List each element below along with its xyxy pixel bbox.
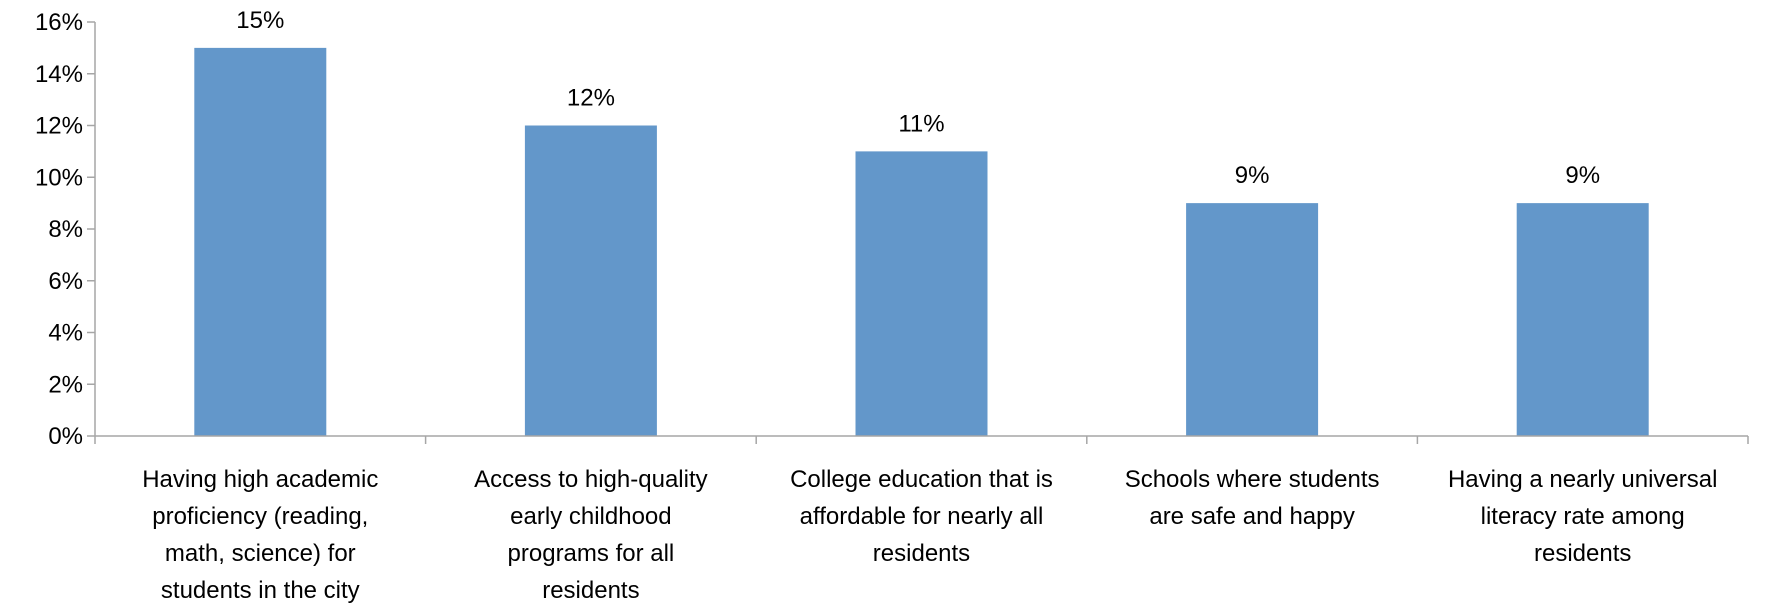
bar xyxy=(524,125,657,436)
y-tick-label: 4% xyxy=(48,320,83,347)
y-tick-label: 6% xyxy=(48,268,83,295)
x-category-label-line: Having a nearly universal xyxy=(1448,466,1717,493)
x-category-label-line: Having high academic xyxy=(142,466,378,493)
x-category-label-line: programs for all xyxy=(508,540,675,567)
x-category-label: Having a nearly universal literacy rate a… xyxy=(1448,466,1717,567)
data-label: 12% xyxy=(567,85,615,112)
bars: 15% 12% 11% 9% 9% xyxy=(194,7,1649,436)
y-tick-label: 8% xyxy=(48,216,83,243)
bar xyxy=(1516,203,1649,436)
x-category-label-line: College education that is xyxy=(790,466,1053,493)
y-tick-label: 0% xyxy=(48,423,83,450)
x-category-label: Access to high-quality early childhood pro… xyxy=(474,466,707,604)
x-category-label-line: early childhood xyxy=(510,503,671,530)
bar xyxy=(855,151,988,436)
x-category-label-line: proficiency (reading, xyxy=(152,503,368,530)
x-category-label-line: Access to high-quality xyxy=(474,466,707,493)
x-category-label-line: students in the city xyxy=(161,577,360,604)
y-tick-label: 16% xyxy=(35,9,83,36)
data-label: 15% xyxy=(236,7,284,34)
data-label: 9% xyxy=(1235,162,1270,189)
y-tick-label: 2% xyxy=(48,371,83,398)
x-category-label: College education that is affordable for … xyxy=(790,466,1053,567)
x-category-label-line: literacy rate among xyxy=(1481,503,1685,530)
x-category-label-line: Schools where students xyxy=(1125,466,1380,493)
x-category-label: Schools where students are safe and happy xyxy=(1125,466,1380,530)
y-tick-label: 14% xyxy=(35,61,83,88)
x-axis: Having high academic proficiency (reading… xyxy=(94,435,1749,604)
y-tick-label: 12% xyxy=(35,113,83,140)
x-category-label-line: affordable for nearly all xyxy=(800,503,1044,530)
bar xyxy=(194,47,327,436)
bar xyxy=(1186,203,1319,436)
x-category-label-line: residents xyxy=(873,540,970,567)
x-category-label-line: math, science) for xyxy=(165,540,356,567)
y-axis: 0% 2% 4% 6% 8% 10% 12% 14% 16% xyxy=(35,9,96,450)
y-tick-label: 10% xyxy=(35,164,83,191)
x-category-label-line: are safe and happy xyxy=(1149,503,1355,530)
data-label: 9% xyxy=(1565,162,1600,189)
x-category-label-line: residents xyxy=(1534,540,1631,567)
x-category-label: Having high academic proficiency (reading… xyxy=(142,466,378,604)
data-label: 11% xyxy=(898,110,944,137)
x-category-label-line: residents xyxy=(542,577,639,604)
